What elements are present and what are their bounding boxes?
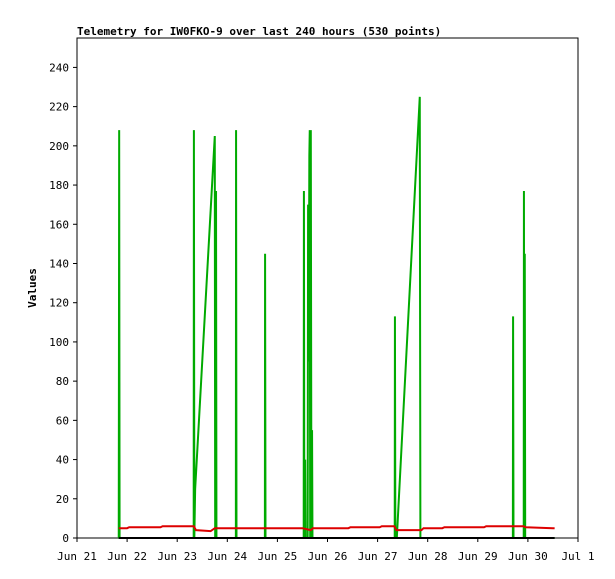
y-tick-label: 240 bbox=[49, 61, 69, 74]
y-tick-label: 0 bbox=[62, 532, 69, 545]
y-tick-label: 120 bbox=[49, 297, 69, 310]
y-axis-label: Values bbox=[26, 268, 39, 308]
x-tick-label: Jun 24 bbox=[207, 550, 247, 563]
y-tick-label: 220 bbox=[49, 101, 69, 114]
x-tick-label: Jun 27 bbox=[358, 550, 398, 563]
y-tick-label: 140 bbox=[49, 257, 69, 270]
series-line bbox=[117, 96, 555, 539]
y-tick-label: 200 bbox=[49, 140, 69, 153]
y-tick-label: 180 bbox=[49, 179, 69, 192]
series-line bbox=[118, 525, 555, 533]
y-tick-label: 160 bbox=[49, 218, 69, 231]
y-tick-label: 60 bbox=[56, 414, 69, 427]
x-tick-label: Jun 22 bbox=[107, 550, 147, 563]
x-tick-label: Jun 26 bbox=[308, 550, 348, 563]
x-tick-label: Jun 29 bbox=[458, 550, 498, 563]
x-tick-label: Jun 30 bbox=[508, 550, 548, 563]
x-tick-label: Jun 23 bbox=[157, 550, 197, 563]
x-tick-label: Jul 1 bbox=[561, 550, 594, 563]
chart-title: Telemetry for IW0FKO-9 over last 240 hou… bbox=[77, 25, 441, 38]
x-tick-label: Jun 28 bbox=[408, 550, 448, 563]
y-tick-label: 40 bbox=[56, 454, 69, 467]
y-tick-label: 20 bbox=[56, 493, 69, 506]
x-tick-label: Jun 25 bbox=[258, 550, 298, 563]
y-tick-label: 80 bbox=[56, 375, 69, 388]
y-tick-label: 100 bbox=[49, 336, 69, 349]
x-tick-label: Jun 21 bbox=[57, 550, 97, 563]
